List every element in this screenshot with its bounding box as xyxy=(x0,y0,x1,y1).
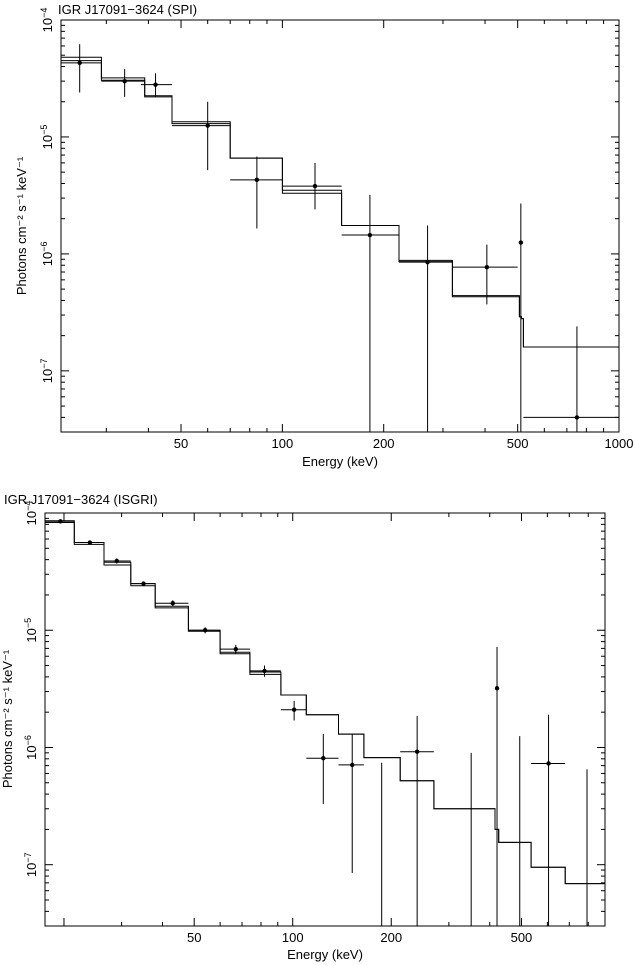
isgri-data-point xyxy=(546,761,551,766)
isgri-data-point xyxy=(494,686,500,691)
spi-x-tick-label: 50 xyxy=(174,436,188,451)
isgri-title: IGR J17091−3624 (ISGRI) xyxy=(4,492,158,507)
isgri-y-tick-label: 10−4 xyxy=(23,501,39,526)
spi-x-axis-label: Energy (keV) xyxy=(302,454,378,469)
spi-data-point xyxy=(153,82,158,87)
isgri-x-tick-label: 200 xyxy=(380,930,402,945)
isgri-y-tick-label: 10−7 xyxy=(23,852,39,877)
spi-data-point xyxy=(254,177,260,183)
spi-data-point xyxy=(425,259,430,265)
spi-model-step-0 xyxy=(61,56,619,348)
spi-data-point xyxy=(367,232,373,238)
spi-y-axis-label: Photons cm⁻² s⁻¹ keV⁻¹ xyxy=(14,156,29,295)
isgri-data-point xyxy=(262,668,267,674)
spi-x-tick-label: 200 xyxy=(373,436,395,451)
spi-data-point xyxy=(312,183,318,189)
isgri-x-axis-label: Energy (keV) xyxy=(287,947,363,962)
spi-data-point xyxy=(574,415,580,420)
isgri-y-tick-label: 10−5 xyxy=(23,618,39,643)
isgri-x-tick-label: 100 xyxy=(282,930,304,945)
spi-x-tick-label: 500 xyxy=(507,436,529,451)
spi-y-tick-label: 10−6 xyxy=(39,242,55,267)
spi-data-point xyxy=(77,60,82,66)
spi-y-tick-label: 10−7 xyxy=(39,358,55,383)
isgri-data-point xyxy=(87,540,93,545)
isgri-data-point xyxy=(114,558,119,564)
spi-panel: IGR J17091−3624 (SPI) Energy (keV) Photo… xyxy=(14,2,633,469)
isgri-plot-frame xyxy=(44,512,606,927)
isgri-y-tick-label: 10−6 xyxy=(23,735,39,760)
spi-data-point xyxy=(484,264,490,270)
isgri-x-tick-label: 50 xyxy=(187,930,201,945)
isgri-data-point xyxy=(233,646,239,652)
spi-y-tick-label: 10−4 xyxy=(39,8,55,33)
spi-model-step-1 xyxy=(61,60,619,348)
spi-title: IGR J17091−3624 (SPI) xyxy=(58,2,197,17)
spi-y-tick-label: 10−5 xyxy=(39,125,55,150)
isgri-model-step-0 xyxy=(45,522,605,885)
isgri-y-axis-label: Photons cm⁻² s⁻¹ keV⁻¹ xyxy=(0,649,15,788)
isgri-data-point xyxy=(291,707,297,712)
isgri-data-point xyxy=(321,755,326,761)
isgri-data-point xyxy=(141,581,146,586)
spi-plot-frame xyxy=(60,19,620,433)
isgri-data-point xyxy=(170,601,175,606)
isgri-data-point xyxy=(414,749,420,754)
spi-x-tick-label: 1000 xyxy=(605,436,634,451)
isgri-data-point xyxy=(58,519,63,524)
spi-data-point xyxy=(122,78,127,84)
spi-data-point xyxy=(518,240,524,245)
isgri-model-step-1 xyxy=(45,520,605,885)
isgri-panel: IGR J17091−3624 (ISGRI) Energy (keV) Pho… xyxy=(0,492,606,962)
spi-x-tick-label: 100 xyxy=(272,436,294,451)
isgri-x-tick-label: 500 xyxy=(511,930,533,945)
spi-data-point xyxy=(205,123,210,128)
isgri-data-point xyxy=(350,762,355,768)
isgri-data-point xyxy=(202,628,208,633)
